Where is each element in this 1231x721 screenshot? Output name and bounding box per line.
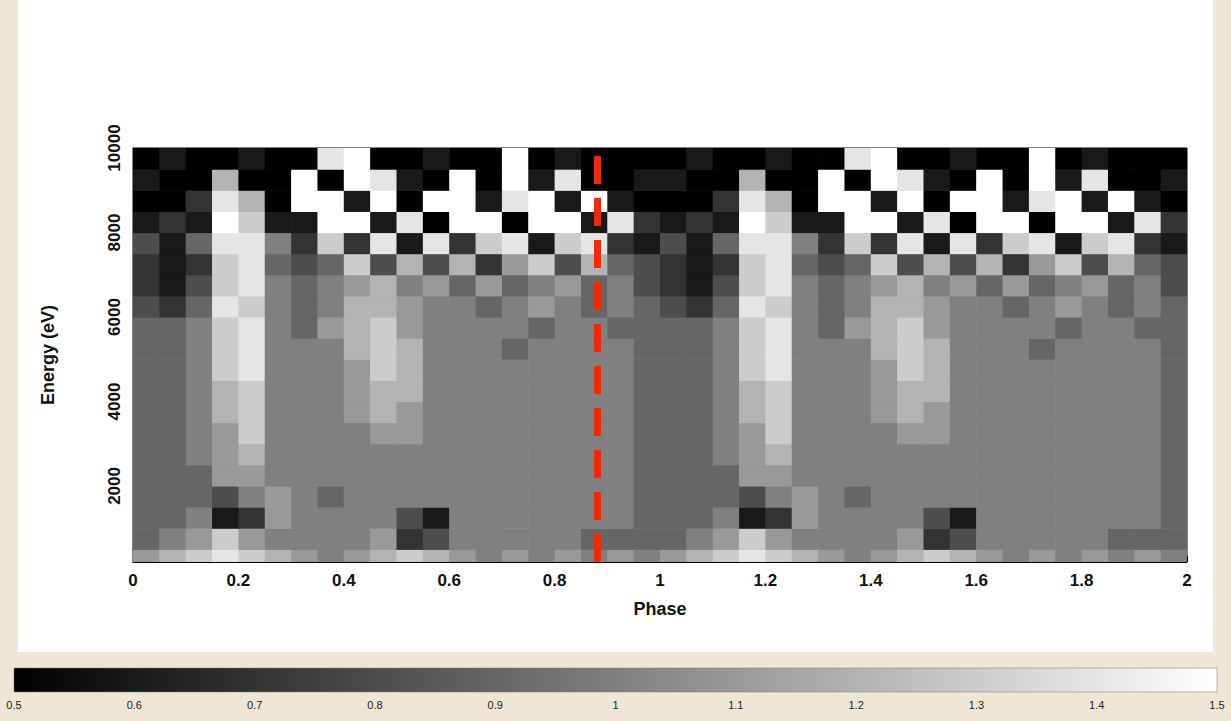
svg-text:0.5: 0.5 [6, 699, 21, 711]
svg-text:0.4: 0.4 [332, 571, 356, 590]
svg-text:1.5: 1.5 [1209, 699, 1224, 711]
svg-text:1.3: 1.3 [969, 699, 984, 711]
svg-text:1.2: 1.2 [848, 699, 863, 711]
svg-text:0.6: 0.6 [127, 699, 142, 711]
svg-text:0.9: 0.9 [488, 699, 503, 711]
svg-text:10000: 10000 [105, 124, 124, 171]
svg-text:Phase: Phase [633, 599, 686, 619]
svg-text:0.7: 0.7 [247, 699, 262, 711]
svg-text:1.1: 1.1 [728, 699, 743, 711]
svg-text:2: 2 [1182, 571, 1191, 590]
svg-text:2000: 2000 [105, 467, 124, 505]
svg-text:1.4: 1.4 [1089, 699, 1104, 711]
svg-text:0.6: 0.6 [437, 571, 461, 590]
svg-text:4000: 4000 [105, 383, 124, 421]
svg-text:0.8: 0.8 [543, 571, 567, 590]
svg-text:1: 1 [655, 571, 664, 590]
svg-text:1.8: 1.8 [1070, 571, 1094, 590]
svg-text:6000: 6000 [105, 298, 124, 336]
svg-text:8000: 8000 [105, 214, 124, 252]
svg-text:1.2: 1.2 [754, 571, 778, 590]
svg-text:0.2: 0.2 [227, 571, 251, 590]
svg-text:0.8: 0.8 [367, 699, 382, 711]
svg-text:0: 0 [128, 571, 137, 590]
svg-text:1.4: 1.4 [859, 571, 883, 590]
svg-text:1: 1 [612, 699, 618, 711]
svg-text:1.6: 1.6 [964, 571, 988, 590]
svg-text:Energy (eV): Energy (eV) [38, 305, 58, 405]
